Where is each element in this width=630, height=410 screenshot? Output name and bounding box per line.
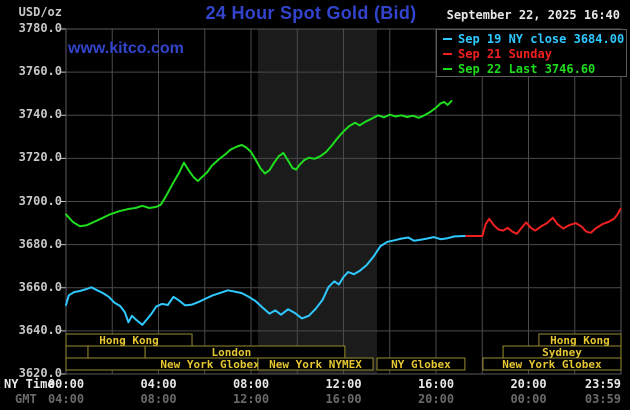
x-tick-gmt: 04:00	[47, 392, 85, 406]
session-label: NY Globex	[391, 358, 451, 371]
gmt-row-title: GMT	[15, 392, 37, 406]
kitco-watermark-link[interactable]: www.kitco.com	[68, 40, 184, 57]
x-tick-ny: 16:00	[417, 377, 455, 391]
session-box	[482, 357, 622, 371]
session-label: London	[211, 346, 251, 359]
session-label: Hong Kong	[99, 334, 159, 347]
legend-label: Sep 22 Last 3746.60	[458, 61, 596, 76]
legend-row: Sep 22 Last 3746.60	[437, 61, 626, 76]
legend-dash-icon	[443, 67, 452, 70]
session-label: Sydney	[542, 346, 582, 359]
x-tick-gmt: 08:00	[140, 392, 177, 406]
series-sep-21-sunday	[465, 208, 622, 237]
plot-border	[65, 28, 622, 375]
session-box	[376, 357, 466, 371]
y-axis-label: 3680.0	[18, 236, 62, 251]
session-label: New York Globex	[502, 358, 602, 371]
x-tick-ny: 04:00	[140, 377, 177, 391]
y-axis-label: 3740.0	[18, 107, 62, 122]
x-tick-gmt: 03:59	[584, 392, 622, 406]
legend-label: Sep 21 Sunday	[458, 46, 552, 61]
session-label: New York NYMEX	[269, 358, 362, 371]
x-tick-gmt: 16:00	[325, 392, 362, 406]
timestamp: September 22, 2025 16:40	[446, 8, 620, 22]
x-tick-ny: 23:59	[584, 377, 622, 391]
y-axis-label: 3760.0	[18, 64, 62, 79]
y-axis-label: 3660.0	[18, 279, 62, 294]
session-box	[65, 345, 89, 359]
y-axis-label: 3780.0	[18, 21, 62, 35]
chart-title: 24 Hour Spot Gold (Bid)	[205, 3, 417, 23]
x-tick-gmt: 12:00	[232, 392, 270, 406]
session-label: New York Globex	[160, 358, 260, 371]
legend-row: Sep 21 Sunday	[437, 46, 626, 61]
y-axis-label: 3720.0	[18, 150, 62, 165]
legend-label: Sep 19 NY close 3684.00	[458, 31, 625, 46]
series-sep-19-ny-close	[65, 235, 466, 326]
y-axis-label: 3640.0	[18, 322, 62, 337]
y-axis-label: 3700.0	[18, 193, 62, 208]
x-tick-gmt: 20:00	[417, 392, 455, 406]
legend-dash-icon	[443, 52, 452, 55]
x-tick-ny: 08:00	[232, 377, 270, 391]
session-label: Hong Kong	[550, 334, 610, 347]
y-axis-label: 3620.0	[18, 366, 62, 380]
session-box	[87, 345, 146, 359]
x-tick-ny: 20:00	[510, 377, 547, 391]
legend: Sep 19 NY close 3684.00 Sep 21 Sunday Sep …	[436, 29, 627, 77]
series-sep-22-today	[65, 100, 453, 228]
x-tick-ny: 00:00	[47, 377, 85, 391]
ny-time-row-title: NY Time	[4, 377, 55, 391]
legend-row: Sep 19 NY close 3684.00	[437, 31, 626, 46]
unit-label: USD/oz	[18, 5, 62, 19]
legend-dash-icon	[443, 37, 452, 40]
session-box	[257, 357, 374, 371]
x-tick-gmt: 00:00	[510, 392, 547, 406]
x-tick-ny: 12:00	[325, 377, 362, 391]
